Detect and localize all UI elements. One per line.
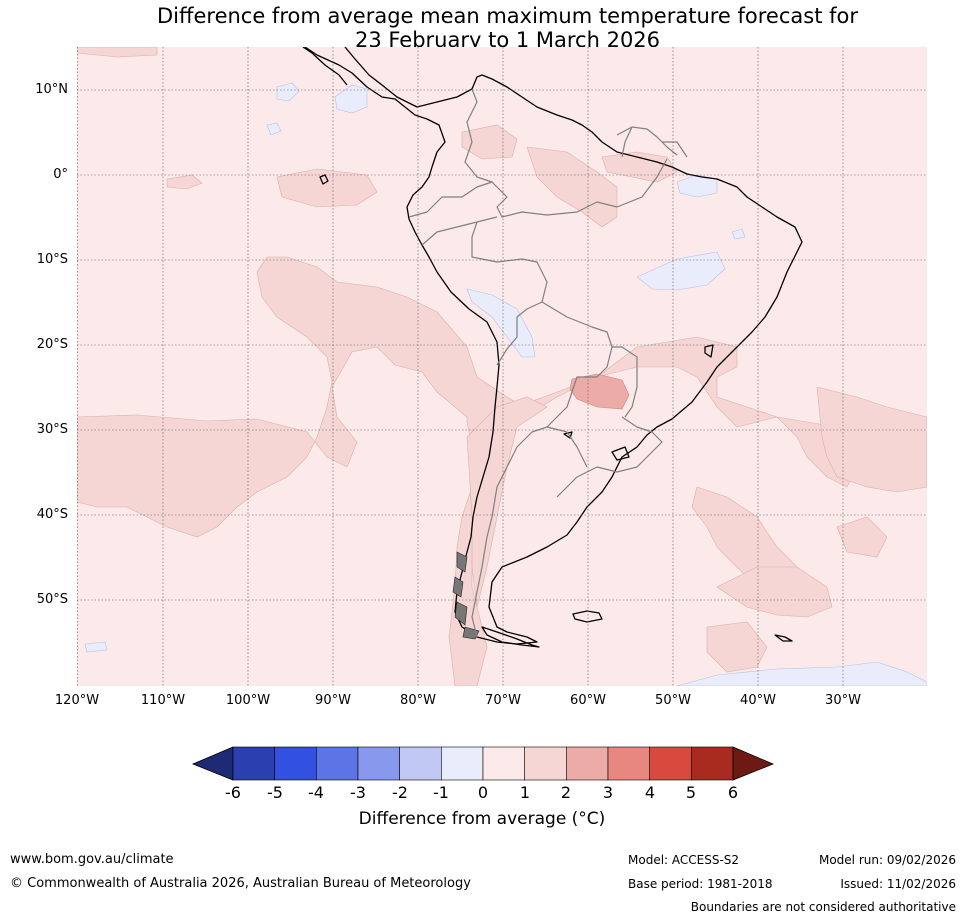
colorbar	[191, 746, 775, 781]
lon-label-110w: 110°W	[140, 693, 186, 708]
lat-label-20s: 20°S	[36, 337, 68, 352]
lat-label-0: 0°	[53, 167, 68, 182]
colorbar-seg-12	[690, 746, 734, 781]
disclaimer-text: Boundaries are not considered authoritat…	[690, 900, 956, 914]
colorbar-tick: 5	[685, 783, 697, 802]
website-link[interactable]: www.bom.gov.au/climate	[10, 852, 174, 867]
colorbar-tick: 6	[727, 783, 739, 802]
issued-text: Issued: 11/02/2026	[840, 877, 956, 891]
lat-label-50s: 50°S	[36, 592, 68, 607]
colorbar-seg-7	[482, 746, 526, 781]
colorbar-seg-3	[316, 746, 359, 781]
lon-label-100w: 100°W	[225, 693, 271, 708]
map-title: Difference from average mean maximum tem…	[0, 4, 965, 52]
colorbar-seg-8	[524, 746, 567, 781]
lat-label-10n: 10°N	[35, 82, 68, 97]
colorbar-seg-6	[441, 746, 484, 781]
lon-label-60w: 60°W	[570, 693, 606, 708]
colorbar-tick: 0	[477, 783, 489, 802]
anomaly-region-1-to-2	[77, 47, 927, 686]
colorbar-seg-11	[649, 746, 692, 781]
colorbar-seg-13	[732, 746, 775, 781]
colorbar-tick: -3	[350, 783, 366, 802]
colorbar-seg-2	[274, 746, 317, 781]
colorbar-tick: -5	[267, 783, 283, 802]
chile-fjords	[452, 551, 480, 640]
colorbar-tick: -4	[308, 783, 324, 802]
lon-label-120w: 120°W	[54, 693, 100, 708]
colorbar-seg-5	[399, 746, 442, 781]
lat-label-10s: 10°S	[36, 252, 68, 267]
colorbar-tick: 1	[519, 783, 531, 802]
coastline	[302, 47, 803, 648]
colorbar-seg-0	[191, 746, 234, 781]
copyright-text: © Commonwealth of Australia 2026, Austra…	[10, 876, 471, 891]
colorbar-label: Difference from average (°C)	[358, 809, 606, 829]
colorbar-seg-9	[565, 746, 609, 781]
colorbar-tick: -2	[392, 783, 408, 802]
anomaly-map	[77, 47, 927, 686]
lon-label-50w: 50°W	[655, 693, 691, 708]
graticule	[77, 47, 927, 686]
lon-label-80w: 80°W	[400, 693, 436, 708]
title-line-1: Difference from average mean maximum tem…	[157, 4, 858, 28]
model-run-text: Model run: 09/02/2026	[818, 853, 956, 867]
model-text: Model: ACCESS-S2	[628, 853, 740, 867]
colorbar-tick: 3	[602, 783, 614, 802]
colorbar-tick: -6	[225, 783, 241, 802]
lat-label-30s: 30°S	[36, 422, 68, 437]
colorbar-seg-1	[232, 746, 276, 781]
colorbar-seg-10	[607, 746, 651, 781]
colorbar-tick: -1	[433, 783, 449, 802]
colorbar-seg-4	[357, 746, 401, 781]
base-period-text: Base period: 1981-2018	[628, 877, 773, 891]
lon-label-90w: 90°W	[315, 693, 351, 708]
colorbar-tick: 2	[560, 783, 572, 802]
lon-label-70w: 70°W	[485, 693, 521, 708]
country-borders	[408, 88, 688, 638]
anomaly-region-neg1-to-0	[84, 82, 927, 686]
lon-label-40w: 40°W	[740, 693, 776, 708]
colorbar-tick: 4	[644, 783, 656, 802]
lat-label-40s: 40°S	[36, 507, 68, 522]
lon-label-30w: 30°W	[825, 693, 861, 708]
